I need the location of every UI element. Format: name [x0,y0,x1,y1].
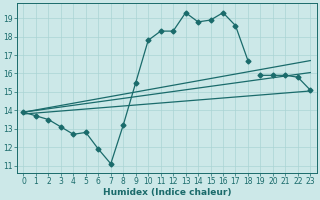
X-axis label: Humidex (Indice chaleur): Humidex (Indice chaleur) [103,188,231,197]
